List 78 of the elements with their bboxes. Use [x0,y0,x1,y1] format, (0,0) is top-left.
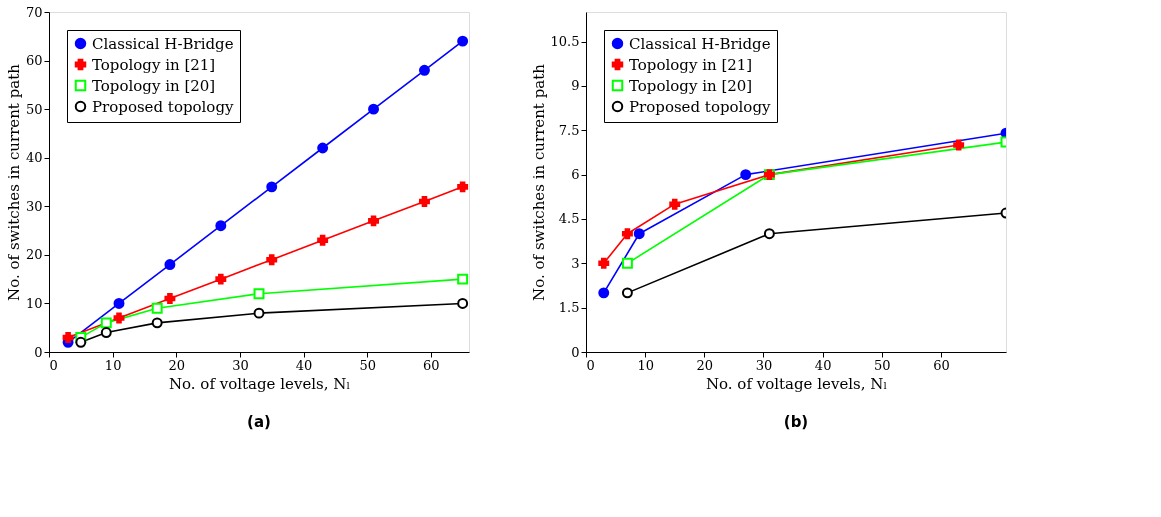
x-tick-label: 40 [295,357,313,373]
point [62,331,74,343]
point [100,317,112,329]
y-tick-label: 50 [25,101,43,117]
point [621,287,633,299]
x-tick-label: 20 [696,357,714,373]
point [317,234,329,246]
legend-label: Classical H-Bridge [92,34,234,53]
point [113,312,125,324]
legend-label: Proposed topology [92,97,234,116]
point [368,103,380,115]
y-tick-label: 3 [571,255,580,271]
y-tick-label: 10.5 [550,34,580,50]
point [740,169,752,181]
legend-label: Topology in [20] [629,76,753,95]
point [164,293,176,305]
point [100,327,112,339]
point [151,302,163,314]
point [633,228,645,240]
legend-label: Topology in [21] [629,55,753,74]
y-tick-label: 70 [25,4,43,20]
y-tick-label: 0 [34,344,43,360]
y-tick-label: 9 [571,78,580,94]
y-axis-title: No. of switches in current path [4,63,23,301]
y-tick-label: 0 [571,344,580,360]
legend-label: Topology in [20] [92,76,216,95]
x-tick-label: 30 [755,357,773,373]
x-tick-label: 60 [423,357,440,373]
y-tick-label: 30 [25,198,43,214]
x-tick-label: 20 [168,357,186,373]
x-tick-label: 0 [49,357,58,373]
y-tick-label: 1.5 [558,300,580,316]
legend-label: Proposed topology [629,97,771,116]
point [151,317,163,329]
y-tick-label: 20 [25,247,43,263]
point [266,181,278,193]
point [418,64,430,76]
point [457,297,469,309]
point [317,142,329,154]
x-tick-label: 10 [104,357,122,373]
y-tick-label: 6 [571,167,580,183]
point [598,287,610,299]
x-tick-label: 0 [586,357,595,373]
legend-label: Classical H-Bridge [629,34,771,53]
x-tick-label: 10 [637,357,654,373]
point [457,181,469,193]
y-axis-title: No. of switches in current path [529,63,548,301]
point [253,307,265,319]
x-tick-label: 50 [874,357,891,373]
text: (a) [247,413,271,431]
x-tick-label: 30 [232,357,249,373]
x-tick-label: 40 [814,357,832,373]
point [215,220,227,232]
x-tick-label: 50 [359,357,376,373]
point [457,35,469,47]
y-tick-label: 10 [25,295,43,311]
x-axis-title: No. of voltage levels, Nₗ [168,374,351,393]
point [253,288,265,300]
x-axis-title: No. of voltage levels, Nₗ [705,374,888,393]
point [621,228,633,240]
y-tick-label: 7.5 [558,122,580,138]
x-tick-label: 60 [933,357,950,373]
point [418,195,430,207]
point [598,257,610,269]
point [763,228,775,240]
text: (b) [783,413,809,431]
y-tick-label: 60 [25,53,43,69]
point [266,254,278,266]
point [75,336,87,348]
legend-label: Topology in [21] [92,55,216,74]
point [368,215,380,227]
point [669,198,681,210]
point [215,273,227,285]
point [164,259,176,271]
y-tick-label: 40 [25,150,43,166]
point [113,297,125,309]
point [457,273,469,285]
y-tick-label: 4.5 [558,211,580,227]
